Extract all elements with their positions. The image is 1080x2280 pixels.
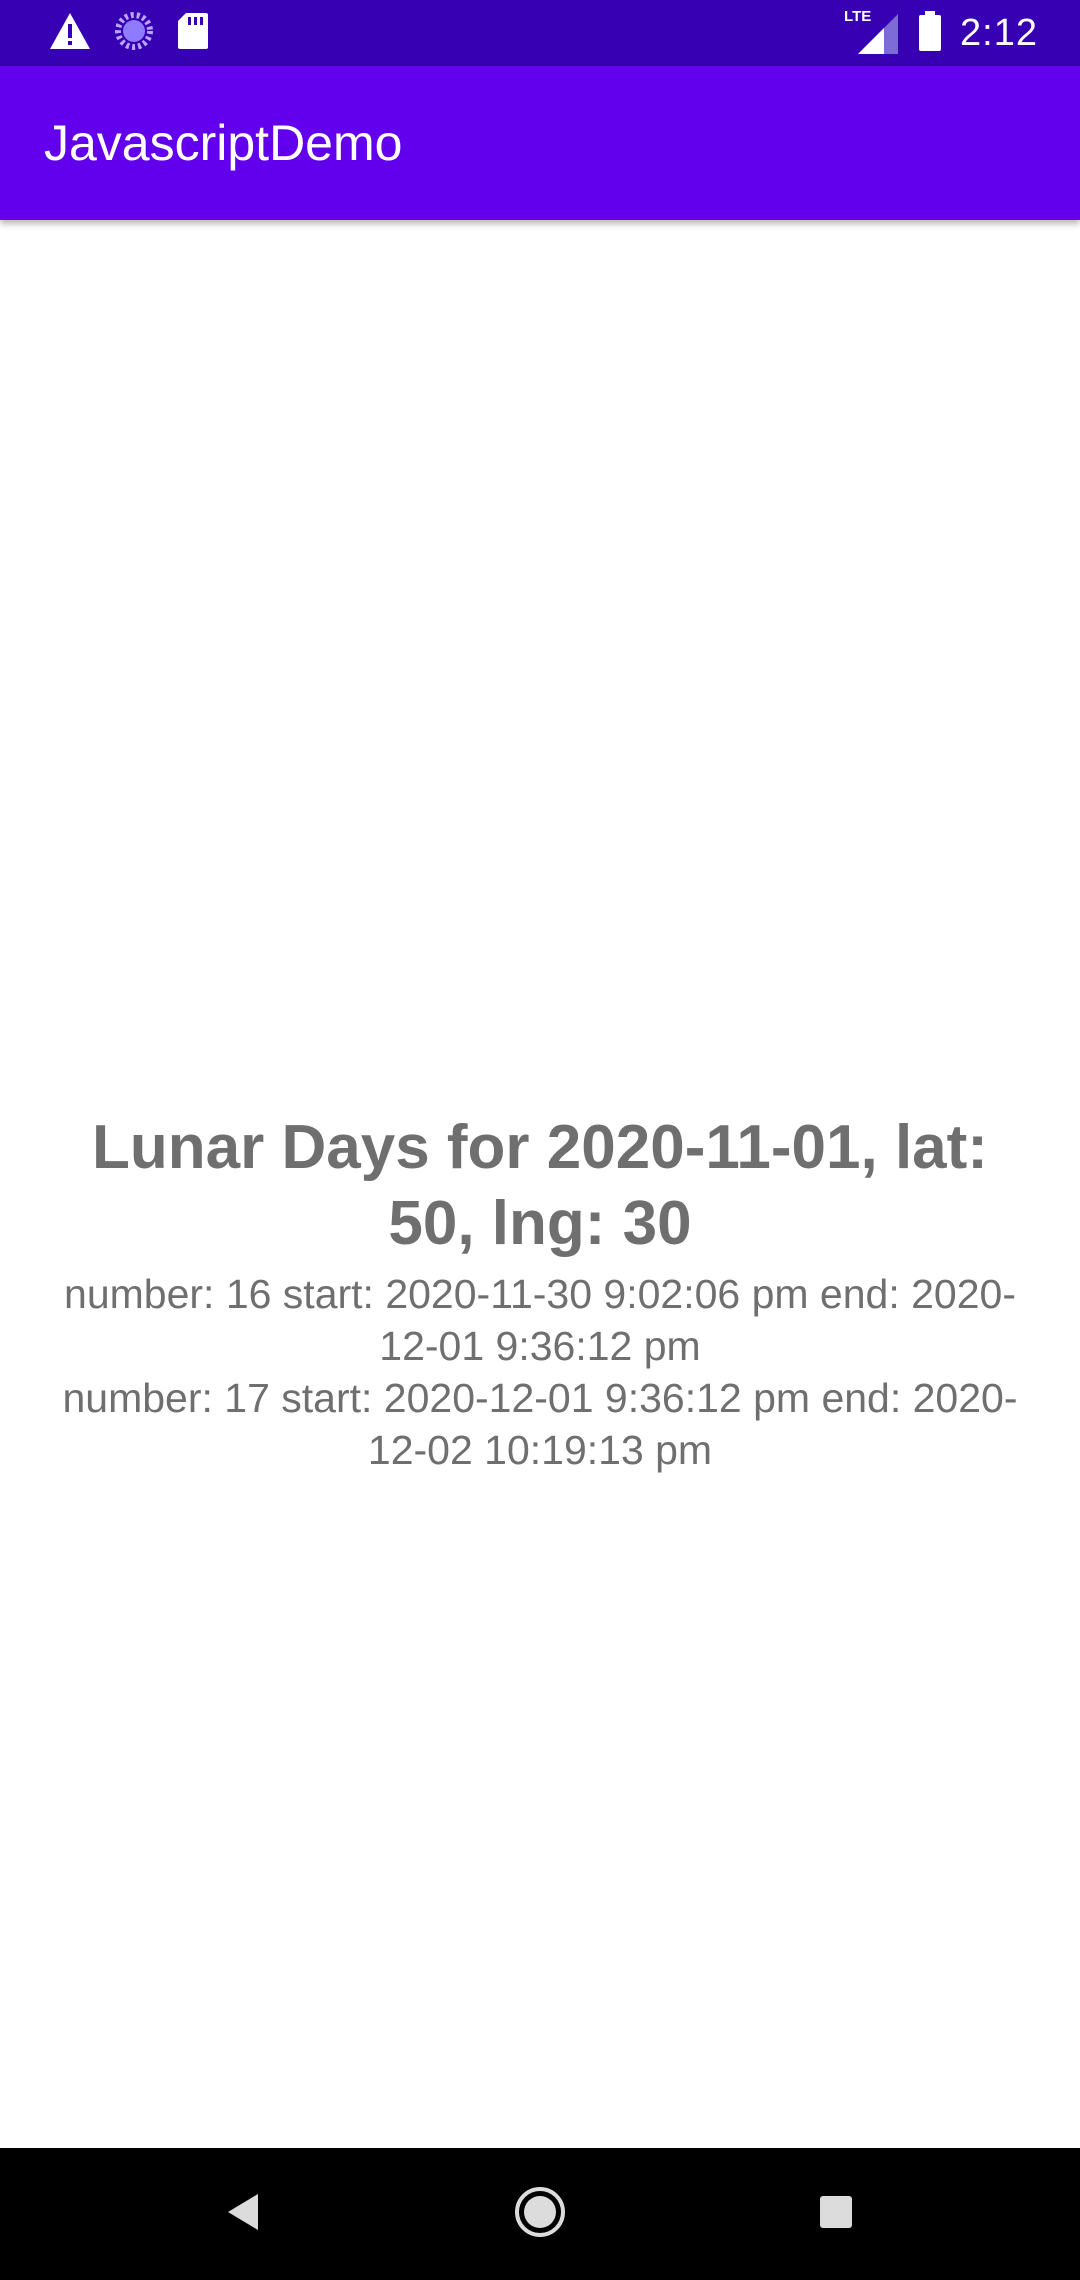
app-title: JavascriptDemo <box>44 115 403 171</box>
status-bar: LTE 2:12 <box>0 0 1080 66</box>
battery-icon <box>918 10 942 57</box>
status-right-icons: LTE 2:12 <box>844 0 1038 66</box>
webview-content[interactable]: Lunar Days for 2020-11-01, lat: 50, lng:… <box>0 220 1080 2148</box>
home-icon <box>513 2185 567 2244</box>
home-button[interactable] <box>474 2148 606 2280</box>
lunar-day-entry: number: 16 start: 2020-11-30 9:02:06 pm … <box>64 1271 1016 1369</box>
warning-icon <box>48 11 92 56</box>
navigation-bar <box>0 2148 1080 2280</box>
lunar-days-heading: Lunar Days for 2020-11-01, lat: 50, lng:… <box>92 1113 988 1258</box>
status-left-icons <box>48 11 210 56</box>
back-icon <box>222 2190 262 2239</box>
loading-icon <box>114 11 154 56</box>
network-type-label: LTE <box>844 8 872 25</box>
status-time: 2:12 <box>960 11 1038 54</box>
recents-icon <box>818 2194 854 2235</box>
lunar-day-entry: number: 17 start: 2020-12-01 9:36:12 pm … <box>62 1375 1018 1473</box>
back-button[interactable] <box>176 2148 308 2280</box>
app-bar: JavascriptDemo <box>0 66 1080 220</box>
recents-button[interactable] <box>770 2148 902 2280</box>
sd-card-icon <box>176 11 210 56</box>
lunar-days-block: Lunar Days for 2020-11-01, lat: 50, lng:… <box>60 1110 1020 1476</box>
signal-icon: LTE <box>844 8 900 56</box>
